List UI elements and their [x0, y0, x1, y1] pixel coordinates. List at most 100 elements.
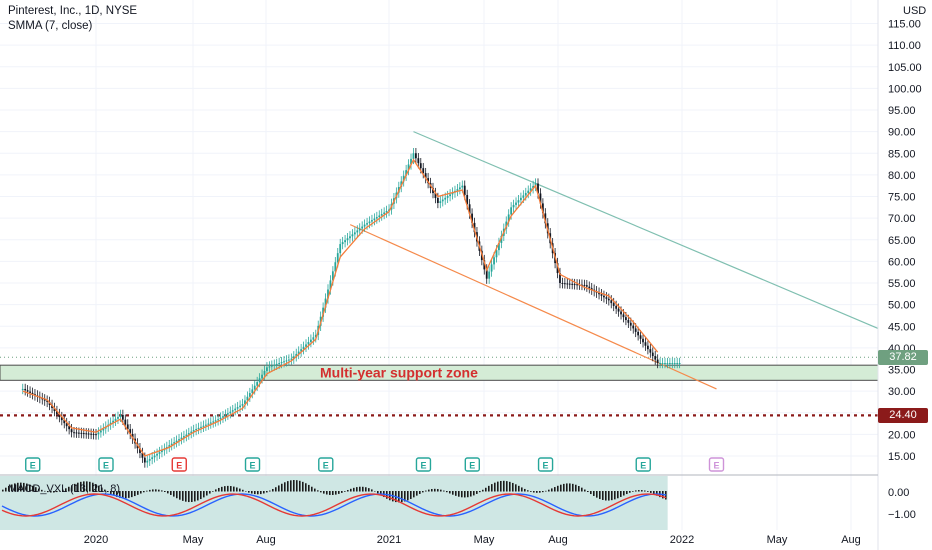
macd-bar [428, 489, 430, 492]
candle-body [192, 430, 195, 432]
macd-bar [23, 482, 25, 492]
earnings-marker[interactable]: E [708, 457, 725, 472]
candle-body [207, 423, 210, 425]
candle-body [561, 283, 564, 284]
candle-body [607, 298, 610, 301]
earnings-marker[interactable]: E [464, 457, 480, 472]
candle-body [26, 390, 29, 392]
macd-bar [350, 488, 352, 492]
candle-body [253, 385, 256, 390]
candle-body [654, 356, 657, 360]
macd-bar [488, 485, 490, 492]
macd-bar [503, 480, 505, 492]
earnings-marker[interactable]: E [415, 457, 432, 472]
candle-body [73, 432, 75, 434]
candle-body [610, 300, 613, 304]
candle-body [676, 363, 679, 365]
earnings-marker[interactable]: E [244, 457, 261, 472]
candle-body [141, 452, 144, 458]
macd-bar [362, 486, 364, 492]
macd-bar [35, 487, 37, 492]
macd-bar [512, 482, 514, 492]
macd-bar [281, 483, 283, 492]
candle-body [129, 429, 132, 434]
candle-body [29, 391, 31, 393]
candle-body [288, 359, 290, 361]
macd-bar [536, 491, 538, 493]
macd-bar [581, 487, 583, 492]
y-tick-label: 100.00 [888, 83, 922, 95]
y-tick-label: 65.00 [888, 235, 916, 247]
candle-body [263, 371, 266, 375]
candle-body [625, 317, 627, 320]
chart-legend: Pinterest, Inc., 1D, NYSE SMMA (7, close… [8, 4, 137, 34]
candle-body [600, 294, 603, 296]
candle-body [185, 434, 188, 437]
x-tick-label: May [183, 534, 204, 546]
macd-bar [86, 481, 88, 492]
candle-body [197, 427, 200, 429]
candle-body [405, 170, 408, 176]
earnings-marker[interactable]: E [635, 457, 651, 472]
macd-bar [260, 491, 262, 495]
candle-body [568, 283, 571, 285]
candle-body [361, 226, 364, 229]
candle-body [436, 198, 439, 203]
symbol-title: Pinterest, Inc., 1D, NYSE [8, 5, 138, 17]
earnings-marker[interactable]: E [171, 457, 187, 472]
candle-body [212, 421, 215, 423]
macd-bar [644, 490, 646, 492]
macd-bar [356, 487, 358, 492]
earnings-marker[interactable]: E [537, 457, 554, 472]
macd-bar [497, 481, 499, 492]
macd-bar [458, 491, 460, 497]
price-axis[interactable]: 15.0020.0025.0030.0035.0040.0045.0050.00… [888, 19, 922, 522]
candle-body [517, 200, 520, 203]
candle-body [292, 356, 295, 359]
macd-bar [398, 491, 400, 503]
macd-bar [437, 489, 439, 492]
macd-bar [551, 488, 553, 492]
candle-body [285, 360, 288, 362]
candle-body [161, 450, 163, 453]
macd-bar [605, 491, 607, 501]
candle-body [642, 338, 644, 343]
candle-body [415, 153, 417, 159]
macd-bar [449, 491, 451, 494]
y-tick-label: 80.00 [888, 170, 916, 182]
candle-body [300, 349, 303, 352]
macd-y-tick-label: −1.00 [888, 509, 916, 521]
macd-bar [368, 488, 370, 492]
smma-line [22, 158, 659, 457]
macd-bar [155, 489, 157, 492]
candle-body [627, 319, 630, 323]
macd-bar [83, 481, 85, 492]
macd-bar [137, 491, 139, 495]
macd-bar [200, 491, 202, 500]
macd-bar [41, 489, 43, 492]
time-axis[interactable]: 2020 May Aug 2021 May Aug 2022 May Aug [84, 534, 861, 546]
macd-bar [149, 489, 151, 492]
macd-bar [125, 491, 127, 499]
macd-bar [188, 491, 190, 503]
macd-bar [476, 491, 478, 494]
candle-body [109, 422, 112, 425]
earnings-marker[interactable]: E [98, 457, 114, 472]
macd-bar [20, 482, 22, 492]
candle-body [336, 253, 339, 263]
macd-bar [38, 488, 40, 492]
earnings-marker[interactable]: E [318, 457, 334, 472]
candle-body [581, 284, 583, 286]
macd-bar [341, 491, 343, 493]
candle-body [427, 178, 430, 184]
macd-bar [587, 491, 589, 493]
candle-body [280, 362, 283, 364]
macd-bar [641, 490, 643, 492]
candle-body [312, 337, 315, 340]
macd-bar [617, 491, 619, 499]
candle-body [583, 284, 586, 286]
upper-trendline[interactable] [413, 131, 879, 329]
earnings-marker[interactable]: E [25, 457, 41, 472]
